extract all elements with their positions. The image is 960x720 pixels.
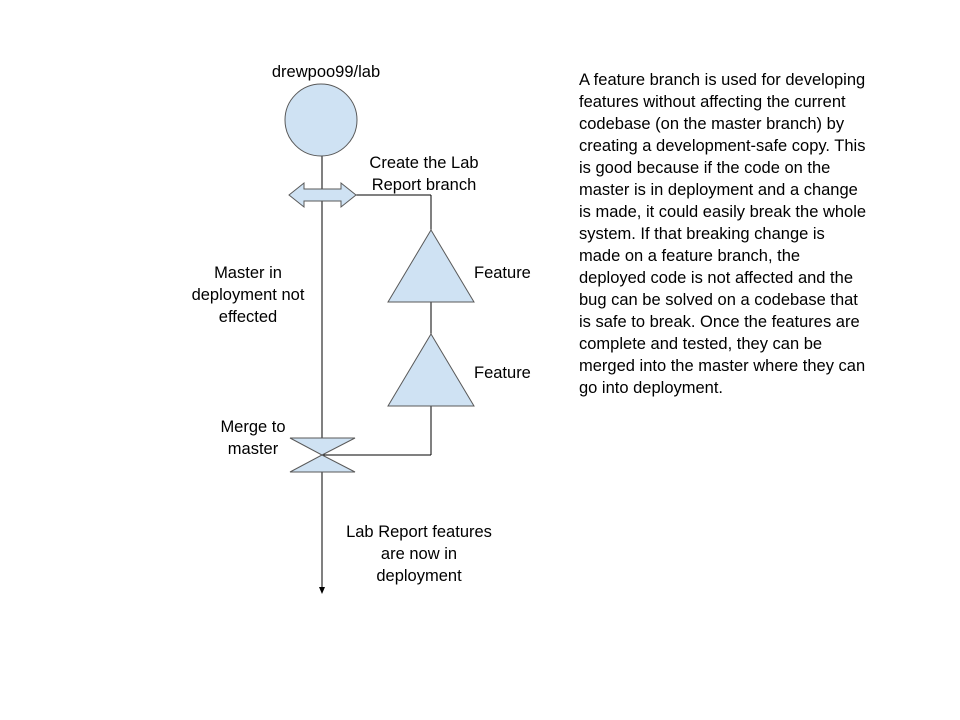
- feature-triangle-2: [387, 333, 475, 407]
- create-branch-label: Create the Lab Report branch: [369, 154, 479, 194]
- deployment-result-label: Lab Report features are now in deploymen…: [346, 523, 492, 585]
- repo-circle: [284, 83, 358, 157]
- feature-branch-description: A feature branch is used for developing …: [579, 71, 867, 397]
- master-arrowhead: [319, 587, 325, 594]
- create-branch-double-arrow: [288, 181, 357, 209]
- feature-triangle-1: [387, 229, 475, 303]
- merge-hourglass: [289, 437, 356, 473]
- feature-label-1: Feature: [474, 264, 531, 282]
- master-not-affected-label: Master in deployment not effected: [191, 264, 305, 326]
- repo-label: drewpoo99/lab: [271, 63, 381, 81]
- feature-label-2: Feature: [474, 364, 531, 382]
- merge-label: Merge to master: [220, 418, 286, 458]
